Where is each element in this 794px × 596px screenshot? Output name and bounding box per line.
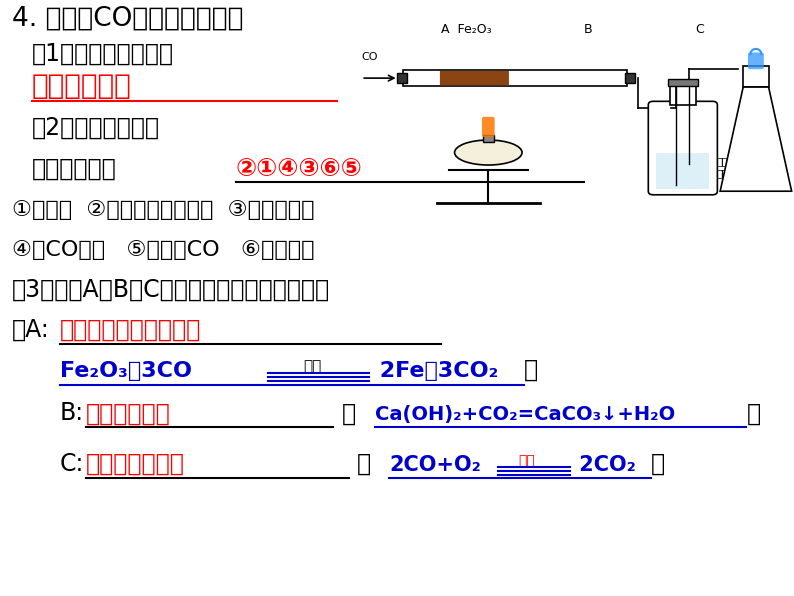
Polygon shape (720, 87, 792, 191)
Text: 石灰水变浑浊: 石灰水变浑浊 (86, 401, 171, 426)
Text: 、: 、 (357, 452, 372, 476)
Bar (625, 73, 635, 83)
Text: 2CO+O₂: 2CO+O₂ (389, 455, 481, 475)
Text: 式A:: 式A: (12, 318, 50, 342)
Text: Fe₂O₃＋3CO: Fe₂O₃＋3CO (60, 361, 191, 381)
Text: ④通CO气体   ⑤停止通CO   ⑥停止加热: ④通CO气体 ⑤停止通CO ⑥停止加热 (12, 240, 314, 259)
FancyBboxPatch shape (482, 117, 495, 137)
Text: 探究炼铁原理: 探究炼铁原理 (32, 72, 132, 100)
Text: 4. 如图是CO还原氧化铁实验: 4. 如图是CO还原氧化铁实验 (12, 6, 244, 32)
Bar (668, 79, 698, 86)
Text: 2Fe＋3CO₂: 2Fe＋3CO₂ (372, 361, 498, 381)
Text: ；: ； (651, 452, 665, 476)
Bar (743, 66, 769, 87)
Text: B:: B: (60, 401, 83, 426)
Text: ；: ； (524, 358, 538, 382)
Text: CO: CO (361, 52, 378, 62)
FancyBboxPatch shape (748, 52, 764, 69)
Text: 2CO₂: 2CO₂ (572, 455, 635, 475)
Bar (656, 153, 710, 189)
Text: （3）写出A、B、C三处发生的现象和化学方程: （3）写出A、B、C三处发生的现象和化学方程 (12, 278, 330, 302)
Text: 的正确顺序是: 的正确顺序是 (32, 157, 117, 181)
Text: ；: ； (746, 401, 761, 426)
Text: 产生淡蓝色火焰: 产生淡蓝色火焰 (86, 452, 185, 476)
Text: B: B (584, 23, 592, 36)
Text: 澄清
石灰水: 澄清 石灰水 (716, 157, 734, 178)
Text: ②①④③⑥⑤: ②①④③⑥⑤ (236, 157, 363, 181)
Bar (483, 135, 494, 142)
Text: （2）下列实验操作: （2）下列实验操作 (32, 116, 160, 139)
Text: 、: 、 (341, 401, 356, 426)
Text: Ca(OH)₂+CO₂=CaCO₃↓+H₂O: Ca(OH)₂+CO₂=CaCO₃↓+H₂O (375, 405, 675, 424)
Text: 固体由红棕色变为黑色: 固体由红棕色变为黑色 (60, 318, 201, 342)
Text: C: C (695, 23, 703, 36)
Bar (670, 84, 696, 105)
Bar (403, 70, 627, 86)
FancyBboxPatch shape (440, 71, 509, 85)
Text: 高温: 高温 (303, 359, 321, 374)
Text: C:: C: (60, 452, 84, 476)
Bar (397, 73, 407, 83)
Ellipse shape (454, 140, 522, 165)
FancyBboxPatch shape (648, 101, 718, 195)
Text: ①装药品  ②检查装置的气密性  ③给药品加热: ①装药品 ②检查装置的气密性 ③给药品加热 (12, 200, 314, 220)
Text: 点燃: 点燃 (518, 454, 535, 468)
Text: A  Fe₂O₃: A Fe₂O₃ (441, 23, 491, 36)
Text: （1）该装置的目的：: （1）该装置的目的： (32, 41, 174, 65)
